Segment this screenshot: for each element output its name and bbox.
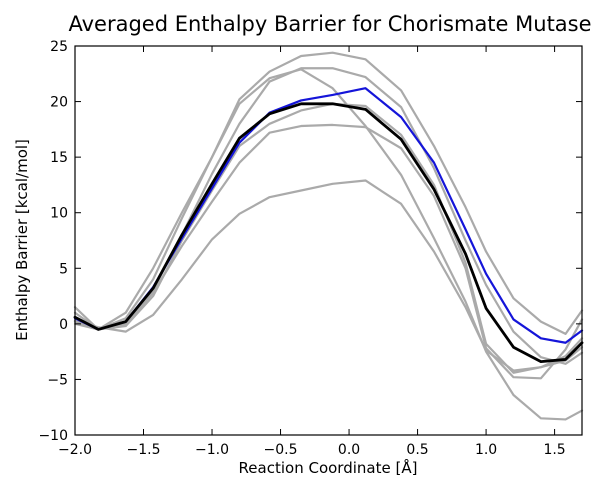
series-line-8 bbox=[73, 102, 584, 364]
series-line-1 bbox=[73, 51, 584, 335]
series-line-2 bbox=[73, 68, 584, 421]
x-tick-label: −0.5 bbox=[264, 442, 298, 458]
x-tick-label: −1.0 bbox=[195, 442, 229, 458]
x-tick-label: 1.5 bbox=[543, 442, 565, 458]
y-tick-label: 15 bbox=[50, 150, 68, 166]
x-tick-label: 1.0 bbox=[475, 442, 497, 458]
series-line-7 bbox=[73, 87, 584, 344]
x-tick-label: −2.0 bbox=[58, 442, 92, 458]
series-line-4 bbox=[73, 102, 584, 374]
x-axis-label: Reaction Coordinate [Å] bbox=[239, 458, 418, 477]
y-tick-label: 5 bbox=[59, 261, 68, 277]
x-tick-label: 0.5 bbox=[406, 442, 428, 458]
y-tick-label: 0 bbox=[59, 317, 68, 333]
y-tick-label: 25 bbox=[50, 39, 68, 55]
y-tick-label: −10 bbox=[38, 428, 68, 444]
y-tick-label: 10 bbox=[50, 206, 68, 222]
series-layer bbox=[73, 51, 584, 421]
y-tick-label: 20 bbox=[50, 95, 68, 111]
chart-title: Averaged Enthalpy Barrier for Chorismate… bbox=[68, 12, 591, 36]
series-line-6 bbox=[73, 179, 584, 372]
series-line-3 bbox=[73, 67, 584, 365]
y-tick-label: −5 bbox=[47, 372, 68, 388]
x-tick-label: 0.0 bbox=[338, 442, 360, 458]
y-axis-label: Enthalpy Barrier [kcal/mol] bbox=[13, 139, 31, 341]
plot-frame bbox=[74, 45, 583, 436]
x-tick-label: −1.5 bbox=[127, 442, 161, 458]
tick-layer: −2.0 −1.5 −1.0 −0.5 0.0 0.5 1.0 1.5 −10 −5 0 5 10 15 2… bbox=[38, 39, 582, 458]
series-line-5 bbox=[73, 123, 584, 380]
